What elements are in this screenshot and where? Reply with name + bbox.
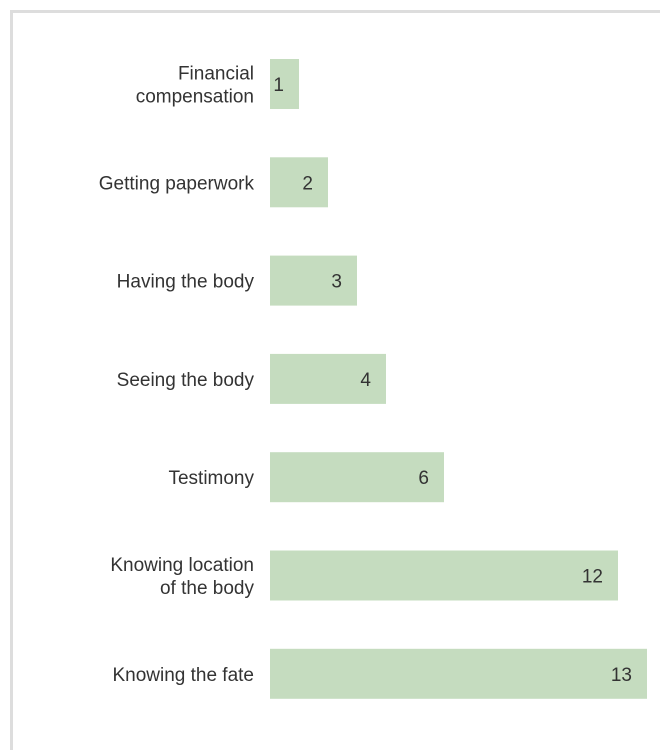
category-label-0-line-0: Financial	[178, 64, 254, 85]
value-label-4: 6	[418, 468, 429, 489]
bar-3	[270, 353, 386, 404]
bar-0	[270, 59, 299, 109]
bar-2	[270, 255, 357, 306]
category-label-5-line-1: of the body	[160, 578, 255, 599]
category-label-2-line-0: Having the body	[117, 272, 255, 293]
value-label-5: 12	[582, 567, 603, 588]
bar-5	[270, 550, 618, 601]
bar-4	[270, 452, 444, 503]
category-label-0-line-1: compensation	[136, 87, 254, 108]
value-label-0: 1	[273, 75, 284, 96]
chart-frame	[10, 10, 660, 750]
bars-group	[270, 59, 647, 699]
category-label-3-line-0: Seeing the body	[117, 370, 255, 391]
value-label-3: 4	[360, 370, 371, 391]
value-label-2: 3	[331, 272, 342, 293]
category-label-5-line-0: Knowing location	[110, 555, 254, 576]
category-label-4-line-0: Testimony	[168, 468, 254, 489]
category-label-6-line-0: Knowing the fate	[112, 665, 254, 686]
bar-1	[270, 157, 328, 208]
value-label-6: 13	[611, 665, 632, 686]
value-label-1: 2	[302, 173, 313, 194]
category-label-1-line-0: Getting paperwork	[99, 173, 255, 194]
bar-6	[270, 648, 647, 699]
